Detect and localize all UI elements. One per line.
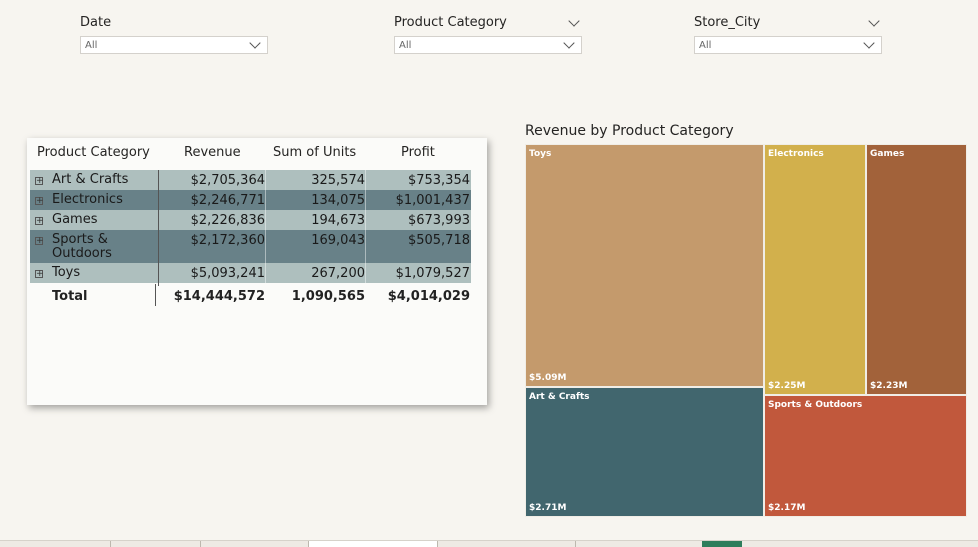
row-category: Sports & Outdoors — [52, 232, 112, 261]
product-category-slicer[interactable]: Product Category All — [394, 12, 582, 54]
table-row[interactable]: + Electronics $2,246,771 134,075 $1,001,437 — [30, 190, 471, 210]
column-divider — [365, 210, 366, 230]
product-category-slicer-title: Product Category — [394, 12, 582, 34]
header-sum-of-units[interactable]: Sum of Units — [273, 145, 357, 160]
row-profit: $673,993 — [407, 213, 470, 228]
total-units: 1,090,565 — [291, 289, 365, 304]
total-profit: $4,014,029 — [387, 289, 470, 304]
date-slicer-value: All — [85, 39, 98, 51]
row-profit: $505,718 — [407, 233, 470, 248]
expand-icon[interactable]: + — [35, 216, 44, 226]
row-revenue: $2,172,360 — [190, 233, 265, 248]
page-tab-bar — [0, 540, 978, 547]
treemap-tile-label: Toys — [529, 149, 552, 159]
total-label: Total — [52, 289, 88, 304]
date-slicer[interactable]: Date All — [80, 12, 268, 54]
table-row[interactable]: + Toys $5,093,241 267,200 $1,079,527 — [30, 263, 471, 283]
row-units: 194,673 — [311, 213, 365, 228]
date-slicer-dropdown[interactable]: All — [80, 36, 268, 54]
treemap-tile-value: $2.25M — [768, 381, 806, 391]
treemap-title: Revenue by Product Category — [525, 123, 734, 139]
column-divider — [265, 230, 266, 263]
treemap-tile[interactable]: Sports & Outdoors $2.17M — [764, 395, 967, 517]
page-tab[interactable] — [575, 541, 576, 547]
treemap-tile-label: Electronics — [768, 149, 824, 159]
treemap-tile-value: $2.17M — [768, 503, 806, 513]
row-units: 325,574 — [311, 173, 365, 188]
column-divider — [265, 210, 266, 230]
chevron-down-icon — [863, 37, 875, 49]
table-row[interactable]: + Sports & Outdoors $2,172,360 169,043 $505,… — [30, 230, 471, 263]
page-tab[interactable] — [200, 541, 201, 547]
table-header: Product Category Revenue Sum of Units Pr… — [27, 138, 487, 168]
treemap-tile-label: Art & Crafts — [529, 392, 590, 402]
expand-icon[interactable]: + — [35, 196, 44, 206]
store-city-slicer-dropdown[interactable]: All — [694, 36, 882, 54]
header-profit[interactable]: Profit — [401, 145, 435, 160]
column-divider — [365, 170, 366, 190]
total-revenue: $14,444,572 — [173, 289, 265, 304]
add-page-button[interactable] — [702, 541, 742, 547]
revenue-matrix-table[interactable]: Product Category Revenue Sum of Units Pr… — [27, 138, 487, 405]
row-units: 169,043 — [311, 233, 365, 248]
table-row[interactable]: + Art & Crafts $2,705,364 325,574 $753,354 — [30, 170, 471, 190]
row-category: Art & Crafts — [52, 172, 129, 187]
store-city-slicer-value: All — [699, 39, 712, 51]
expand-icon[interactable]: + — [35, 176, 44, 186]
column-divider — [365, 190, 366, 210]
column-divider — [265, 170, 266, 190]
column-divider — [365, 263, 366, 283]
column-divider — [265, 263, 266, 283]
chevron-down-icon — [563, 37, 575, 49]
row-revenue: $2,226,836 — [190, 213, 265, 228]
store-city-slicer-title: Store_City — [694, 12, 882, 34]
row-revenue: $2,705,364 — [190, 173, 265, 188]
row-header-divider — [158, 170, 159, 286]
row-revenue: $2,246,771 — [190, 193, 265, 208]
row-units: 267,200 — [311, 266, 365, 281]
total-divider — [155, 284, 156, 306]
chevron-down-icon — [249, 37, 261, 49]
row-revenue: $5,093,241 — [190, 266, 265, 281]
page-tab-active[interactable] — [308, 541, 438, 547]
treemap-tile-value: $2.23M — [870, 381, 908, 391]
product-category-slicer-value: All — [399, 39, 412, 51]
expand-icon[interactable]: + — [35, 269, 44, 279]
page-tab[interactable] — [110, 541, 111, 547]
row-category: Electronics — [52, 192, 123, 207]
chevron-down-icon[interactable] — [568, 15, 580, 27]
treemap-tile-label: Games — [870, 149, 905, 159]
treemap-tile-label: Sports & Outdoors — [768, 400, 863, 410]
treemap-tile-value: $2.71M — [529, 503, 567, 513]
chevron-down-icon[interactable] — [868, 15, 880, 27]
header-revenue[interactable]: Revenue — [184, 145, 241, 160]
treemap-tile[interactable]: Games $2.23M — [866, 144, 967, 395]
row-units: 134,075 — [311, 193, 365, 208]
row-profit: $753,354 — [407, 173, 470, 188]
treemap-tile[interactable]: Art & Crafts $2.71M — [525, 387, 764, 517]
store-city-slicer[interactable]: Store_City All — [694, 12, 882, 54]
treemap-tile[interactable]: Electronics $2.25M — [764, 144, 866, 395]
treemap-tile[interactable]: Toys $5.09M — [525, 144, 764, 387]
treemap-tile-value: $5.09M — [529, 373, 567, 383]
total-row: Total $14,444,572 1,090,565 $4,014,029 — [30, 286, 471, 306]
expand-icon[interactable]: + — [35, 236, 44, 246]
table-row[interactable]: + Games $2,226,836 194,673 $673,993 — [30, 210, 471, 230]
row-profit: $1,001,437 — [395, 193, 470, 208]
column-divider — [365, 230, 366, 263]
header-product-category[interactable]: Product Category — [37, 145, 150, 160]
row-profit: $1,079,527 — [395, 266, 470, 281]
date-slicer-title: Date — [80, 15, 112, 30]
product-category-slicer-dropdown[interactable]: All — [394, 36, 582, 54]
column-divider — [265, 190, 266, 210]
row-category: Toys — [52, 265, 81, 280]
row-category: Games — [52, 212, 98, 227]
